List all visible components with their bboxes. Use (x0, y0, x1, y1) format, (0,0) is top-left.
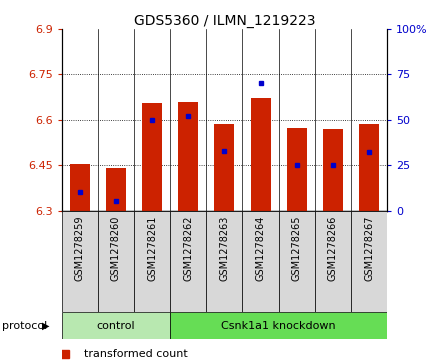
Text: transformed count: transformed count (84, 349, 188, 359)
Bar (351, 211, 387, 312)
Bar (106, 168, 126, 211)
Bar (279, 211, 315, 312)
Text: GSM1278267: GSM1278267 (364, 216, 374, 281)
Text: Csnk1a1 knockdown: Csnk1a1 knockdown (221, 321, 336, 331)
Text: GSM1278266: GSM1278266 (328, 216, 338, 281)
Bar (134, 211, 170, 312)
Text: GSM1278262: GSM1278262 (183, 216, 193, 281)
Bar (142, 103, 162, 211)
Text: ▶: ▶ (42, 321, 49, 331)
Text: GSM1278263: GSM1278263 (220, 216, 229, 281)
Bar (70, 164, 90, 211)
Title: GDS5360 / ILMN_1219223: GDS5360 / ILMN_1219223 (134, 14, 315, 28)
Bar (170, 211, 206, 312)
Bar (242, 211, 279, 312)
Bar (206, 211, 242, 312)
Bar (98, 211, 134, 312)
Bar (323, 130, 343, 211)
Text: GSM1278259: GSM1278259 (75, 216, 84, 281)
Bar (214, 125, 235, 211)
Text: GSM1278261: GSM1278261 (147, 216, 157, 281)
Bar (62, 211, 98, 312)
Bar (287, 128, 307, 211)
Bar (359, 125, 379, 211)
Bar (62, 312, 170, 339)
Text: control: control (96, 321, 135, 331)
Bar (178, 102, 198, 211)
Text: GSM1278265: GSM1278265 (292, 216, 302, 281)
Bar (251, 98, 271, 211)
Text: protocol: protocol (2, 321, 48, 331)
Text: GSM1278264: GSM1278264 (256, 216, 266, 281)
Bar (315, 211, 351, 312)
Text: GSM1278260: GSM1278260 (111, 216, 121, 281)
Bar (170, 312, 387, 339)
